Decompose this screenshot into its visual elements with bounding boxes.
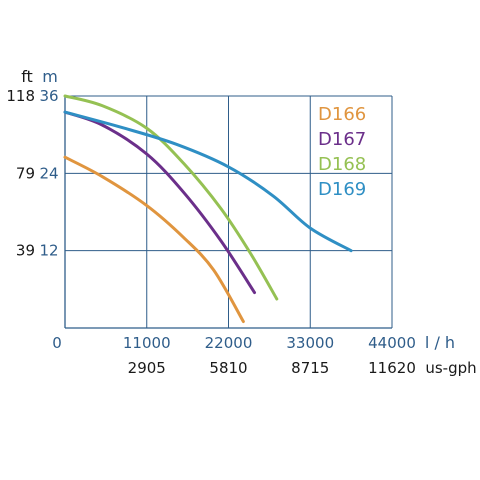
x-tick-label: 33000 xyxy=(286,334,334,352)
x-unit-secondary: us-gph xyxy=(425,359,476,377)
legend: D166 D167 D168 D169 xyxy=(318,104,366,200)
y-unit-left: ft xyxy=(21,67,33,86)
legend-entry-d169: D169 xyxy=(318,179,366,200)
axes xyxy=(64,96,392,329)
legend-entry-d167: D167 xyxy=(318,129,366,150)
series-line-d166 xyxy=(63,155,245,324)
y-unit-right: m xyxy=(42,67,58,86)
tick-labels: 39 12 79 24 118 36 0 11000 22000 33000 44000 2905 58… xyxy=(6,87,416,377)
x-secondary-tick-label: 11620 xyxy=(368,359,416,377)
legend-entry-d166: D166 xyxy=(318,104,366,125)
series-line-d167 xyxy=(63,110,257,295)
x-tick-label: 44000 xyxy=(368,334,416,352)
y-tick-label-m: 36 xyxy=(39,87,58,105)
x-secondary-tick-label: 2905 xyxy=(128,359,166,377)
x-secondary-tick-label: 8715 xyxy=(291,359,329,377)
series-line-d169 xyxy=(63,110,353,253)
x-unit-primary: l / h xyxy=(425,333,455,352)
x-tick-label: 0 xyxy=(52,334,62,352)
y-tick-label-ft: 39 xyxy=(16,242,35,260)
x-tick-label: 11000 xyxy=(123,334,171,352)
y-tick-label-ft: 79 xyxy=(16,164,35,182)
y-tick-label-ft: 118 xyxy=(6,87,35,105)
x-secondary-tick-label: 5810 xyxy=(209,359,247,377)
legend-entry-d168: D168 xyxy=(318,154,366,175)
y-tick-label-m: 12 xyxy=(39,242,58,260)
x-tick-label: 22000 xyxy=(205,334,253,352)
series-line-d168 xyxy=(63,94,279,301)
y-tick-label-m: 24 xyxy=(39,164,58,182)
series-lines xyxy=(63,94,353,324)
